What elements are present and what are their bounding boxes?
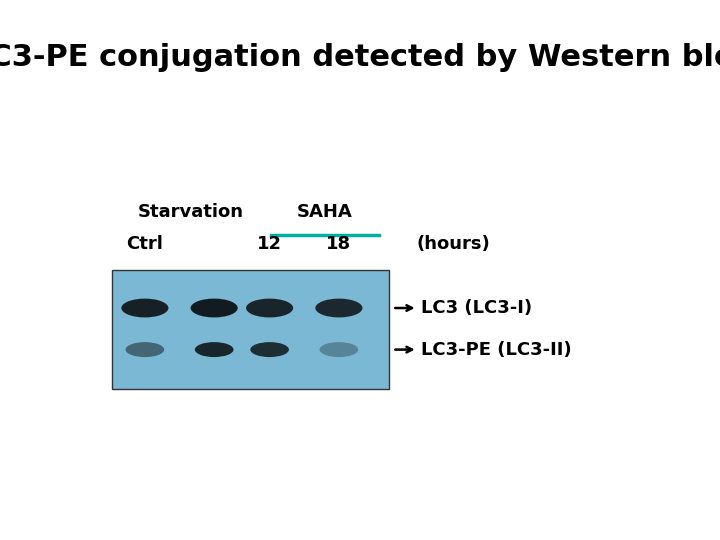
Text: Ctrl: Ctrl	[127, 235, 163, 253]
Text: Starvation: Starvation	[138, 204, 243, 221]
Text: 18: 18	[326, 235, 351, 253]
Text: (hours): (hours)	[416, 235, 490, 253]
Text: LC3-PE (LC3-II): LC3-PE (LC3-II)	[421, 341, 572, 359]
Text: SAHA: SAHA	[297, 204, 353, 221]
Text: LC3-PE conjugation detected by Western blot: LC3-PE conjugation detected by Western b…	[0, 43, 720, 72]
Text: LC3 (LC3-I): LC3 (LC3-I)	[421, 299, 532, 317]
Text: 12: 12	[257, 235, 282, 253]
